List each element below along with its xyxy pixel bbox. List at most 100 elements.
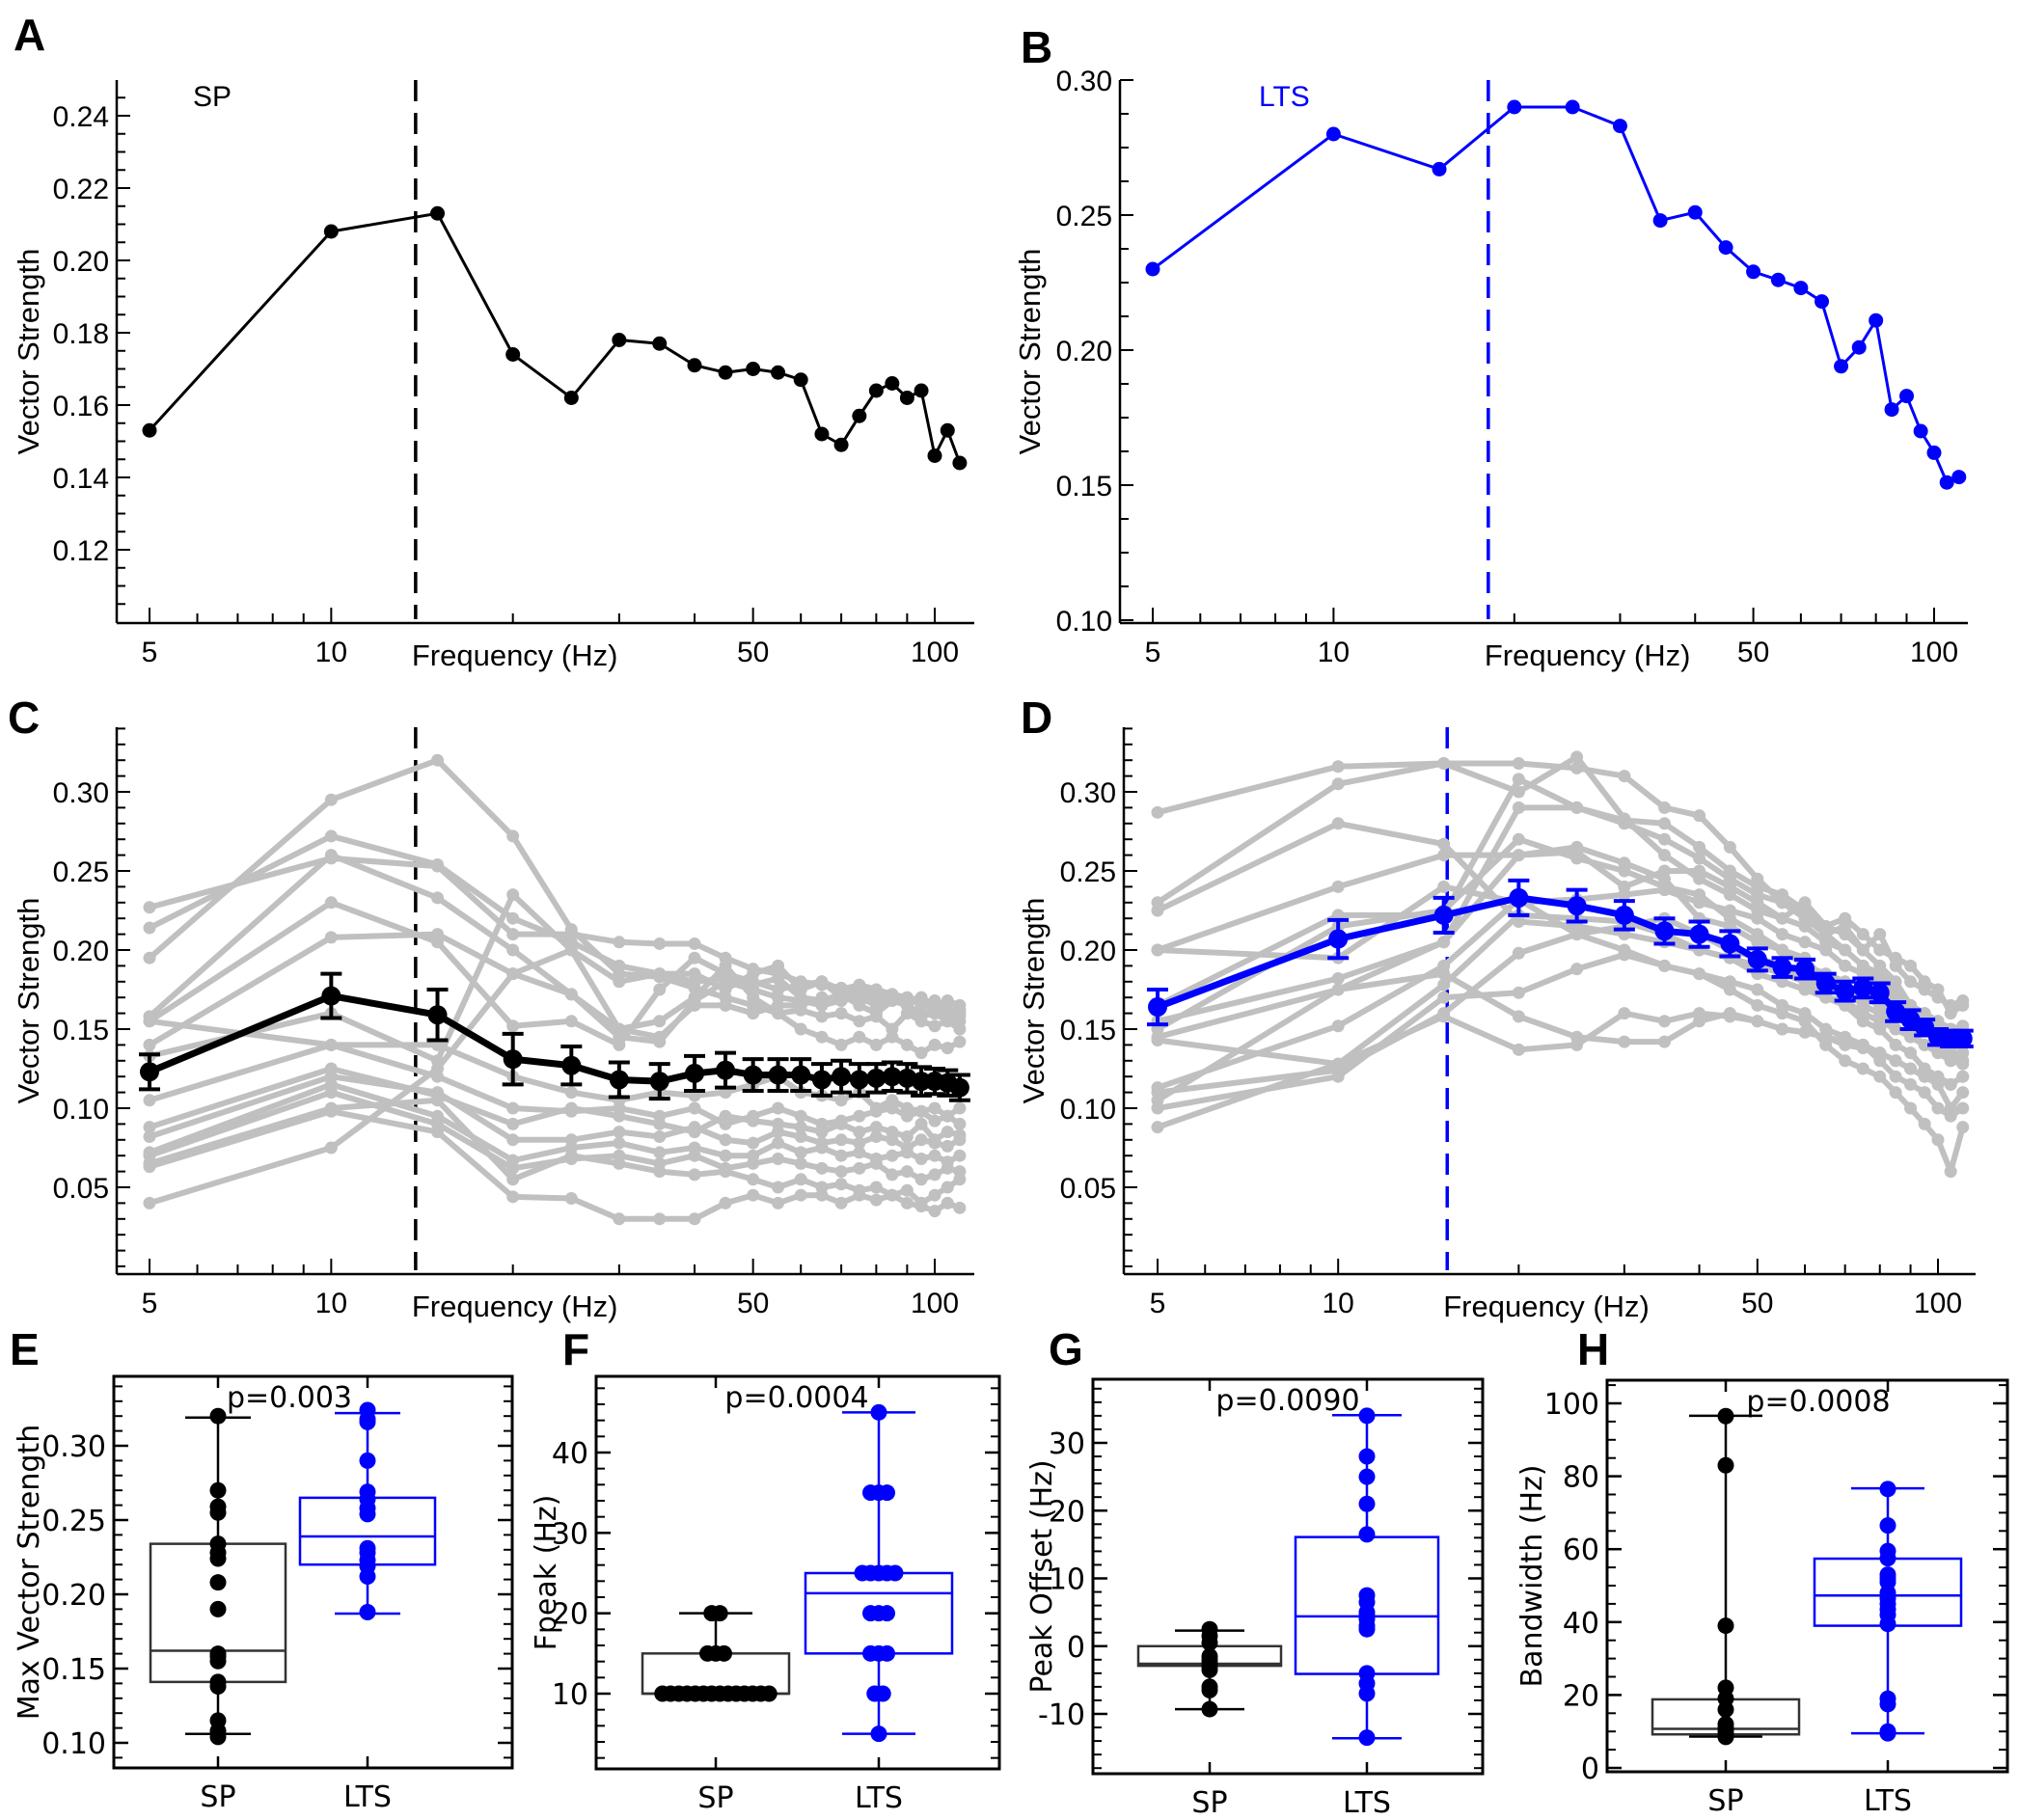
data-point — [1201, 1681, 1218, 1698]
individual-trace-line — [148, 1081, 962, 1165]
individual-point — [815, 1188, 829, 1202]
cell-type-annotation: LTS — [1259, 81, 1310, 113]
individual-point — [1873, 959, 1887, 972]
individual-trace-line — [149, 1066, 961, 1143]
individual-point — [1889, 1054, 1902, 1068]
individual-point — [1657, 832, 1671, 846]
individual-point — [1512, 1010, 1525, 1023]
x-tick-label: 5 — [1145, 637, 1161, 668]
individual-point — [914, 1152, 928, 1165]
individual-point — [1512, 773, 1525, 786]
mean-point — [1654, 921, 1675, 941]
p-value-label: p=0.0090 — [1215, 1384, 1359, 1418]
individual-point — [1618, 1035, 1631, 1048]
individual-point — [688, 998, 701, 1012]
individual-point — [688, 967, 701, 981]
individual-point — [324, 1086, 338, 1100]
data-point — [1939, 475, 1954, 490]
individual-trace-line — [149, 1073, 962, 1151]
panel-g: -10 0 10 20 30 SP LTS Peak Offset (Hz) p=0.0090 — [1025, 1377, 1485, 1820]
data-point — [746, 362, 761, 376]
individual-point — [564, 1086, 578, 1100]
y-tick-label: -10 — [1038, 1698, 1085, 1732]
individual-point — [794, 1188, 807, 1202]
x-axis-title: Frequency (Hz) — [1485, 638, 1691, 672]
data-point — [209, 1550, 227, 1567]
individual-point — [324, 931, 338, 944]
individual-point — [834, 1094, 848, 1107]
individual-point — [900, 1196, 914, 1209]
individual-point — [431, 753, 445, 767]
mean-point — [832, 1067, 852, 1087]
data-point — [1358, 1685, 1376, 1702]
y-tick-label: 40 — [1563, 1607, 1599, 1641]
box-lts — [298, 1401, 437, 1620]
individual-point — [613, 1022, 626, 1036]
individual-trace-line — [149, 1042, 962, 1120]
data-point — [718, 365, 733, 380]
individual-point — [928, 1114, 941, 1127]
individual-point — [1331, 1070, 1345, 1083]
individual-point — [1956, 1121, 1970, 1134]
individual-point — [834, 1133, 848, 1147]
individual-point — [506, 1161, 520, 1175]
individual-point — [1657, 959, 1671, 972]
panel-e: 0.10 0.15 0.20 0.25 0.30 SP LTS Max Vector Stre… — [13, 1374, 514, 1814]
individual-point — [772, 1181, 785, 1194]
individual-point — [1151, 1121, 1164, 1134]
individual-point — [688, 1212, 701, 1226]
individual-point — [143, 901, 156, 914]
individual-point — [1904, 1077, 1918, 1091]
individual-point — [1839, 1035, 1852, 1048]
y-tick-label: 30 — [1049, 1427, 1085, 1461]
individual-point — [1657, 849, 1671, 862]
panel-letter-h: H — [1577, 1324, 1609, 1374]
x-axis-title: Frequency (Hz) — [1443, 1290, 1650, 1323]
individual-point — [1839, 928, 1852, 941]
individual-point — [941, 1196, 954, 1209]
individual-point — [747, 1173, 760, 1186]
data-point — [1746, 264, 1761, 280]
mean-point — [716, 1060, 736, 1080]
data-point — [887, 1564, 904, 1582]
data-point — [1869, 312, 1884, 328]
individual-point — [1798, 936, 1812, 949]
box-sp — [149, 1407, 287, 1746]
individual-point — [772, 972, 785, 986]
panel-letter-g: G — [1049, 1324, 1083, 1374]
data-point — [209, 1600, 227, 1617]
y-tick-label: 0.18 — [53, 318, 109, 350]
y-tick-label: 0.30 — [1060, 777, 1116, 809]
individual-point — [719, 1165, 732, 1179]
individual-point — [1570, 801, 1584, 814]
individual-point — [1437, 978, 1451, 991]
data-point — [870, 1403, 887, 1421]
individual-point — [719, 1117, 732, 1130]
individual-point — [1776, 1022, 1789, 1036]
data-point — [868, 383, 884, 398]
individual-point — [1512, 832, 1525, 846]
individual-point — [506, 1117, 520, 1130]
y-tick-label: 80 — [1563, 1461, 1599, 1495]
individual-point — [853, 1015, 866, 1028]
y-axis-title: Bandwidth (Hz) — [1515, 1465, 1549, 1688]
individual-point — [719, 1133, 732, 1147]
data-point — [885, 376, 900, 391]
data-point — [1926, 445, 1942, 460]
individual-point — [941, 1042, 954, 1055]
individual-point — [431, 928, 445, 941]
individual-point — [1918, 1007, 1931, 1020]
individual-point — [653, 1015, 667, 1028]
individual-point — [1819, 943, 1833, 957]
data-point — [209, 1652, 227, 1670]
individual-point — [143, 1015, 156, 1028]
panel-a: 0.12 0.14 0.16 0.18 0.20 0.22 0.24 5 10 50 100 Freq… — [12, 80, 974, 672]
individual-point — [953, 1117, 967, 1130]
data-point — [209, 1407, 227, 1425]
individual-point — [1512, 849, 1525, 862]
individual-point — [1618, 770, 1631, 783]
individual-point — [653, 1165, 667, 1179]
y-tick-label: 0 — [1581, 1752, 1599, 1786]
y-tick-label: 0 — [1067, 1631, 1085, 1665]
y-tick-label: 0.30 — [53, 777, 109, 809]
